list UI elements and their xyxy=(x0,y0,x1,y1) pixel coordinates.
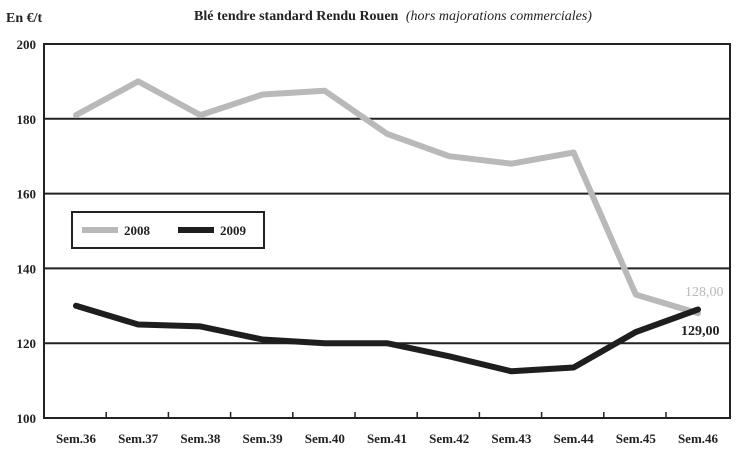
chart-subtitle: (hors majorations commerciales) xyxy=(406,9,592,24)
x-tick-label: Sem.38 xyxy=(180,431,221,446)
x-tick-labels: Sem.36 Sem.37 Sem.38 Sem.39 Sem.40 Sem.41 Sem.… xyxy=(56,431,719,446)
x-tick-marks xyxy=(105,412,667,418)
x-tick-label: Sem.46 xyxy=(678,431,719,446)
x-tick-label: Sem.43 xyxy=(491,431,532,446)
y-tick-label: 120 xyxy=(17,336,37,351)
y-axis-label: En €/t xyxy=(6,11,43,26)
chart-title: Blé tendre standard Rendu Rouen (hors ma… xyxy=(194,9,592,24)
annotation-2009-last: 129,00 xyxy=(681,324,720,339)
x-tick-label: Sem.45 xyxy=(616,431,657,446)
y-tick-label: 200 xyxy=(17,37,37,52)
y-tick-label: 160 xyxy=(17,187,37,202)
legend-label-2009: 2009 xyxy=(220,223,247,238)
x-tick-label: Sem.42 xyxy=(429,431,469,446)
y-tick-labels: 100 120 140 160 180 200 xyxy=(17,37,37,426)
series-lines xyxy=(73,78,701,375)
legend-label-2008: 2008 xyxy=(124,223,151,238)
x-tick-label: Sem.37 xyxy=(118,431,159,446)
x-tick-label: Sem.40 xyxy=(305,431,345,446)
x-tick-label: Sem.41 xyxy=(367,431,407,446)
y-tick-label: 140 xyxy=(17,261,37,276)
y-tick-label: 180 xyxy=(17,112,37,127)
annotation-2008-last: 128,00 xyxy=(685,285,724,300)
x-tick-label: Sem.44 xyxy=(554,431,595,446)
chart-title-main: Blé tendre standard Rendu Rouen xyxy=(194,9,399,24)
legend: 2008 2009 xyxy=(71,211,265,249)
y-tick-label: 100 xyxy=(17,411,37,426)
x-tick-label: Sem.39 xyxy=(243,431,284,446)
x-tick-label: Sem.36 xyxy=(56,431,97,446)
